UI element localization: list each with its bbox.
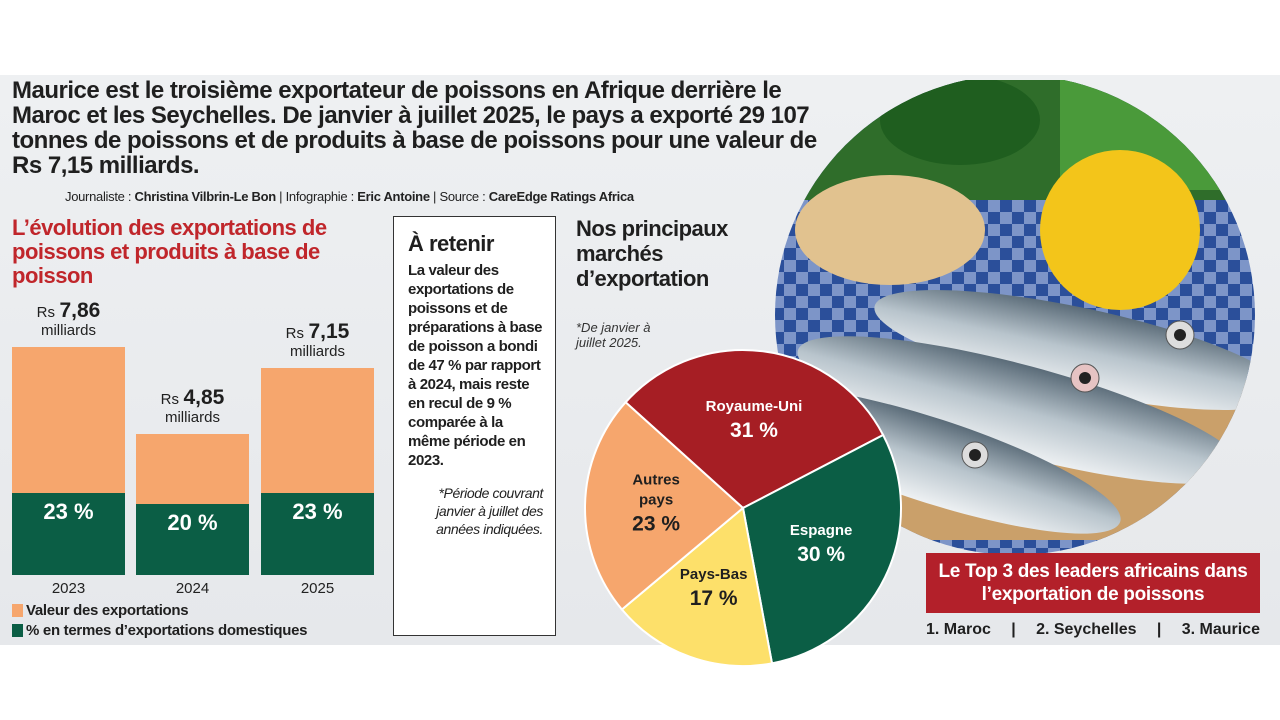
pie-slice-label: pays xyxy=(639,491,673,508)
journalist: Christina Vilbrin-Le Bon xyxy=(134,189,277,204)
unit: milliards xyxy=(164,409,220,427)
journalist-label: Journaliste : xyxy=(65,189,135,204)
separator: | xyxy=(1011,621,1016,638)
bar-percent xyxy=(136,503,249,575)
pie-slice-value: 17 % xyxy=(690,587,738,610)
value: 7,86 xyxy=(59,299,101,323)
bar-percent xyxy=(261,492,374,575)
bar-value-label: Rs 4,85 milliards xyxy=(136,386,249,426)
infographic-author: Eric Antoine xyxy=(357,189,430,204)
bar-value xyxy=(261,367,374,493)
top3-item: 2. Seychelles xyxy=(1036,621,1137,638)
source: CareEdge Ratings Africa xyxy=(488,189,634,204)
pie-slice-label: Espagne xyxy=(790,522,853,539)
fish-photo xyxy=(760,75,1260,560)
pie-slice-value: 30 % xyxy=(797,543,845,566)
x-tick-label: 2025 xyxy=(300,580,335,597)
pie-slice-label: Pays-Bas xyxy=(680,566,748,583)
legend-item-percent: % en termes d’exportations domestiques xyxy=(12,622,307,639)
x-tick-label: 2024 xyxy=(175,580,210,597)
bar-value xyxy=(12,347,125,493)
credits: Journaliste : Christina Vilbrin-Le Bon |… xyxy=(65,189,634,204)
top3-item: 1. Maroc xyxy=(926,621,991,638)
legend-label: % en termes d’exportations domestiques xyxy=(26,622,308,639)
pie-slice-value: 31 % xyxy=(730,419,778,442)
unit: milliards xyxy=(289,342,345,360)
bar-percent-label: 23 % xyxy=(43,498,94,524)
infographic-label: | Infographie : xyxy=(275,189,358,204)
top3-item: 3. Maurice xyxy=(1181,621,1260,638)
separator: | xyxy=(1156,621,1162,638)
legend-item-value: Valeur des exportations xyxy=(12,602,189,619)
bar-percent xyxy=(12,492,125,575)
takeaway-note: *Période couvrant janvier à juillet des … xyxy=(436,485,543,537)
currency: Rs xyxy=(160,391,179,409)
bar-percent-label: 23 % xyxy=(292,498,343,524)
takeaway-body: La valeur des exportations de poissons e… xyxy=(408,262,543,469)
x-tick-label: 2023 xyxy=(51,580,86,597)
takeaway-title: À retenir xyxy=(408,231,494,256)
legend-swatch-green xyxy=(12,624,23,637)
bar-value-label: Rs 7,86 milliards xyxy=(12,299,125,339)
pie-slice-label: Autres xyxy=(632,471,680,488)
legend-label: Valeur des exportations xyxy=(26,602,189,619)
value: 7,15 xyxy=(308,319,350,343)
pie-slice xyxy=(584,400,745,611)
intro-text: Maurice est le troisième exportateur de … xyxy=(12,77,817,179)
value: 4,85 xyxy=(183,386,225,410)
bar-percent-label: 20 % xyxy=(167,509,218,535)
pie-chart: Royaume-Uni 31 % Espagne 30 % Pays-Bas 17 % Au… xyxy=(584,349,902,667)
bar-chart-title: L’évolution des exportations de poissons… xyxy=(12,215,327,288)
unit: milliards xyxy=(40,322,96,340)
currency: Rs xyxy=(36,304,55,322)
top3-banner: Le Top 3 des leaders africains dans l’ex… xyxy=(926,553,1260,613)
top3-list: 1. Maroc | 2. Seychelles | 3. Maurice xyxy=(926,621,1260,639)
pie-slice-label: Royaume-Uni xyxy=(706,398,803,415)
currency: Rs xyxy=(285,324,304,342)
source-label: | Source : xyxy=(429,189,489,204)
bar-value-label: Rs 7,15 milliards xyxy=(261,320,374,360)
pie-slice-value: 23 % xyxy=(632,512,680,535)
pie-chart-title: Nos principaux marchés d’exportation xyxy=(576,216,728,291)
pie-slice xyxy=(620,506,774,667)
pie-slice xyxy=(741,433,902,665)
key-takeaway-box: À retenir La valeur des exportations de … xyxy=(393,216,556,636)
legend-swatch-orange xyxy=(12,604,23,617)
bar-value xyxy=(136,434,249,504)
pie-chart-note: *De janvier à juillet 2025. xyxy=(576,320,651,350)
